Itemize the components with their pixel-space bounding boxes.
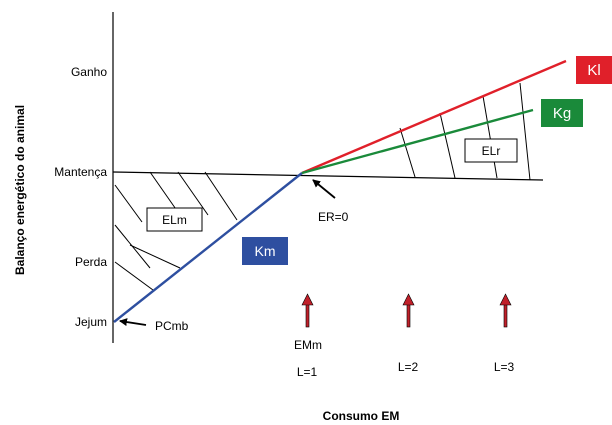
maintenance-line (112, 171, 544, 181)
kl-badge-label: Kl (587, 62, 600, 79)
er-label: ER=0 (318, 210, 349, 224)
intake-arrow-2 (402, 293, 415, 328)
elm-label: ELm (162, 213, 187, 227)
x-axis-title: Consumo EM (323, 409, 400, 423)
intake-arrow-1 (301, 293, 314, 328)
intake-arrow-3 (499, 293, 512, 328)
km-badge (242, 237, 288, 265)
elm-box (146, 207, 203, 232)
intake-level-3: L=3 (494, 360, 515, 374)
elm-hatching (114, 171, 238, 291)
pcmb-label: PCmb (155, 319, 189, 333)
y-tick-mantenca: Mantença (54, 165, 107, 179)
km-badge-label: Km (255, 243, 276, 259)
elr-hatching (399, 82, 531, 181)
kg-badge (541, 99, 583, 127)
kl-line (301, 59, 567, 175)
y-tick-perda: Perda (75, 255, 107, 269)
kg-line (301, 108, 534, 175)
kl-badge (576, 56, 612, 84)
y-axis-title: Balanço energético do animal (13, 105, 27, 275)
intake-level-2: L=2 (398, 360, 419, 374)
y-tick-jejum: Jejum (75, 315, 107, 329)
pcmb-arrow (119, 318, 147, 327)
er-arrow (312, 179, 336, 199)
elr-box (464, 138, 518, 163)
y-tick-ganho: Ganho (71, 65, 107, 79)
kg-badge-label: Kg (553, 105, 571, 122)
intake-level-1: L=1 (297, 365, 318, 379)
km-line (113, 172, 303, 323)
emm-label: EMm (294, 338, 322, 352)
elr-label: ELr (482, 144, 501, 158)
